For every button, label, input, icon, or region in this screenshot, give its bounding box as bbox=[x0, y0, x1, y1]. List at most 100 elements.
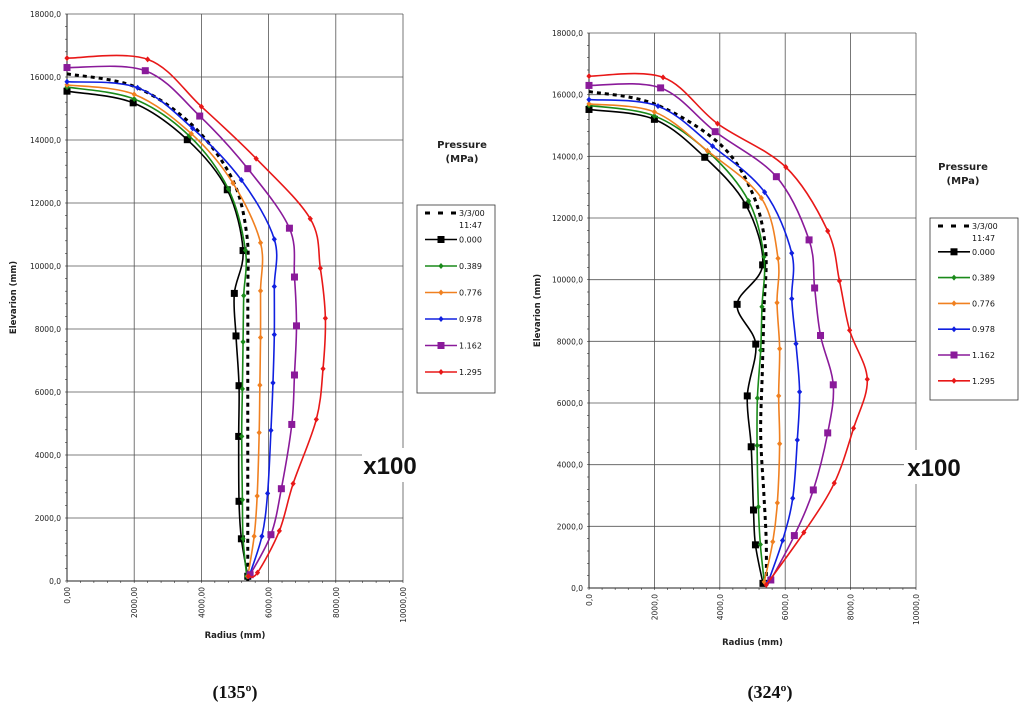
diamond-marker bbox=[259, 533, 265, 540]
square-marker bbox=[809, 486, 817, 494]
y-tick-label: 8000,0 bbox=[557, 337, 583, 346]
x-axis-label: Radius (mm) bbox=[205, 631, 266, 641]
legend-item: 0.776 bbox=[425, 289, 482, 298]
diamond-marker bbox=[257, 287, 264, 294]
legend-label: 1.162 bbox=[972, 351, 995, 360]
diamond-marker bbox=[586, 73, 592, 80]
legend-label: 1.162 bbox=[459, 342, 482, 351]
square-marker bbox=[232, 332, 240, 340]
x-tick-label: 4000,0 bbox=[716, 594, 725, 620]
diamond-marker bbox=[438, 263, 444, 269]
diamond-marker bbox=[264, 490, 271, 497]
legend-item: 1.162 bbox=[938, 351, 995, 360]
square-marker bbox=[277, 485, 285, 493]
diamond-marker bbox=[761, 253, 767, 260]
diamond-marker bbox=[268, 427, 274, 434]
diamond-marker bbox=[64, 55, 70, 62]
square-marker bbox=[759, 261, 767, 269]
diamond-marker bbox=[317, 265, 323, 272]
y-tick-label: 12000,0 bbox=[30, 199, 61, 208]
legend-item: 0.000 bbox=[938, 248, 995, 257]
y-tick-label: 6000,0 bbox=[557, 399, 583, 408]
series-line bbox=[588, 104, 766, 582]
series-line bbox=[66, 54, 327, 578]
x-tick-label: 10000,00 bbox=[399, 587, 408, 623]
y-tick-label: 8000,0 bbox=[35, 325, 61, 334]
square-marker bbox=[290, 371, 298, 379]
series-line bbox=[588, 98, 801, 583]
y-tick-label: 18000,0 bbox=[30, 10, 61, 19]
diamond-marker bbox=[257, 239, 264, 246]
x-axis-label: Radius (mm) bbox=[722, 638, 783, 648]
y-tick-label: 16000,0 bbox=[552, 91, 583, 100]
diamond-marker bbox=[759, 303, 765, 310]
diamond-marker bbox=[320, 365, 326, 372]
square-marker bbox=[749, 506, 757, 514]
square-marker bbox=[290, 273, 298, 281]
diamond-marker bbox=[64, 81, 70, 88]
square-marker bbox=[585, 105, 593, 113]
annotation-background bbox=[904, 450, 964, 484]
diamond-marker bbox=[438, 316, 444, 322]
x-tick-label: 6000,00 bbox=[265, 587, 274, 618]
series-1-295 bbox=[64, 54, 328, 580]
y-tick-label: 0,0 bbox=[571, 584, 583, 593]
square-marker bbox=[235, 497, 243, 505]
y-tick-label: 0,0 bbox=[49, 577, 61, 586]
y-tick-label: 2000,0 bbox=[35, 514, 61, 523]
series-1-295 bbox=[586, 72, 870, 588]
diamond-marker bbox=[864, 376, 870, 383]
y-tick-label: 2000,0 bbox=[557, 522, 583, 531]
x-tick-label: 8000,00 bbox=[332, 587, 341, 618]
diamond-marker bbox=[774, 299, 780, 306]
series-0-978 bbox=[586, 96, 803, 585]
square-marker bbox=[805, 236, 813, 244]
diamond-marker bbox=[253, 155, 259, 162]
panel-title: (135º) bbox=[213, 682, 258, 703]
series-1-162 bbox=[63, 64, 300, 579]
diamond-marker bbox=[230, 180, 236, 187]
x-tick-label: 0,00 bbox=[63, 587, 72, 604]
y-tick-label: 10000,0 bbox=[552, 276, 583, 285]
diamond-marker bbox=[757, 541, 763, 548]
diamond-marker bbox=[254, 569, 261, 576]
series-line bbox=[66, 84, 264, 577]
diamond-marker bbox=[190, 125, 196, 132]
diamond-marker bbox=[714, 120, 721, 127]
square-marker bbox=[267, 531, 275, 539]
diamond-marker bbox=[188, 130, 194, 137]
diamond-marker bbox=[240, 338, 246, 345]
square-marker bbox=[824, 429, 832, 437]
diamond-marker bbox=[238, 177, 244, 184]
diamond-marker bbox=[322, 315, 328, 322]
legend-title: (MPa) bbox=[446, 154, 479, 165]
square-marker bbox=[230, 289, 238, 297]
legend-label: 3/3/00 bbox=[972, 222, 998, 231]
series-line bbox=[66, 72, 250, 581]
legend-item: 1.295 bbox=[425, 368, 482, 377]
square-marker bbox=[657, 84, 665, 92]
diamond-marker bbox=[951, 326, 957, 333]
legend-title: (MPa) bbox=[947, 176, 980, 187]
diamond-marker bbox=[651, 108, 657, 115]
square-marker bbox=[829, 381, 837, 389]
y-tick-label: 6000,0 bbox=[35, 388, 61, 397]
legend-item: 0.978 bbox=[425, 315, 482, 324]
diamond-marker bbox=[251, 533, 257, 540]
square-marker bbox=[235, 382, 243, 390]
diamond-marker bbox=[831, 480, 837, 487]
x-tick-label: 6000,0 bbox=[781, 594, 790, 620]
diamond-marker bbox=[754, 442, 760, 449]
square-marker bbox=[817, 331, 825, 339]
square-marker bbox=[63, 64, 71, 72]
square-marker bbox=[701, 153, 709, 161]
scale-annotation: x100 bbox=[907, 455, 960, 482]
y-tick-label: 10000,0 bbox=[30, 262, 61, 271]
legend-label: 0.389 bbox=[972, 274, 995, 283]
legend-label: 0.776 bbox=[459, 289, 482, 298]
legend-label: 0.978 bbox=[459, 315, 482, 324]
square-marker bbox=[711, 128, 719, 136]
y-tick-label: 4000,0 bbox=[557, 461, 583, 470]
y-tick-label: 12000,0 bbox=[552, 214, 583, 223]
diamond-marker bbox=[793, 340, 799, 347]
